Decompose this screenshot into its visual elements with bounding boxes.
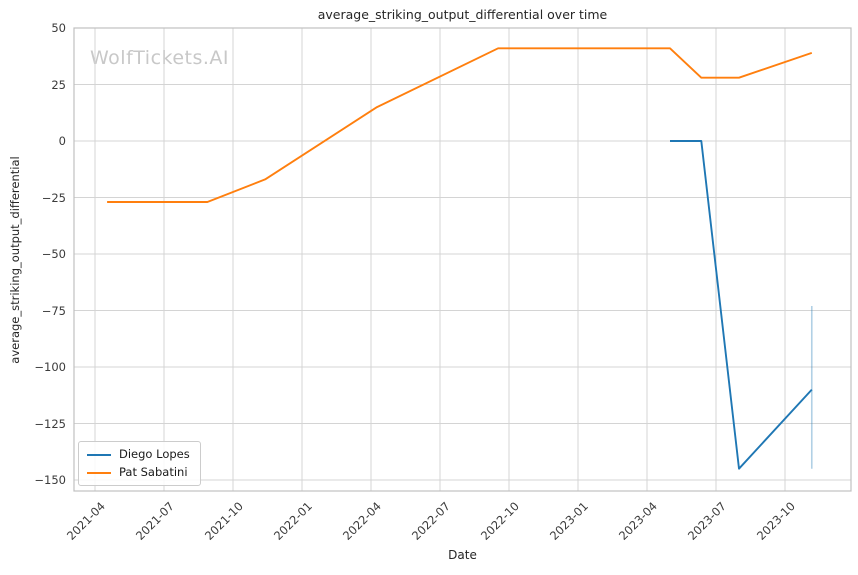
- legend-item-pat-sabatini: Pat Sabatini: [87, 466, 190, 479]
- y-tick-label: −100: [34, 360, 66, 374]
- legend-label: Pat Sabatini: [119, 465, 188, 479]
- y-tick-label: −25: [41, 190, 66, 205]
- series-line-diego-lopes: [670, 140, 813, 470]
- y-tick-label: 50: [51, 21, 66, 35]
- legend-line-swatch: [87, 453, 111, 456]
- y-axis-label: average_striking_output_differential: [8, 156, 22, 364]
- chart-title: average_striking_output_differential ove…: [317, 7, 608, 22]
- legend: Diego Lopes Pat Sabatini: [78, 441, 201, 486]
- y-tick-label: −75: [41, 303, 66, 318]
- watermark: WolfTickets.AI: [90, 47, 230, 69]
- y-tick-label: −150: [34, 473, 66, 487]
- x-axis-label: Date: [448, 548, 477, 562]
- legend-line-swatch: [87, 471, 111, 474]
- y-tick-label: −125: [34, 416, 66, 431]
- y-tick-label: −50: [41, 247, 66, 261]
- legend-label: Diego Lopes: [119, 447, 190, 461]
- plot-border: [73, 27, 852, 492]
- series-line-pat-sabatini: [107, 47, 813, 203]
- y-tick-label: 25: [51, 77, 66, 92]
- legend-item-diego-lopes: Diego Lopes: [87, 448, 190, 461]
- y-tick-label: 0: [58, 134, 66, 148]
